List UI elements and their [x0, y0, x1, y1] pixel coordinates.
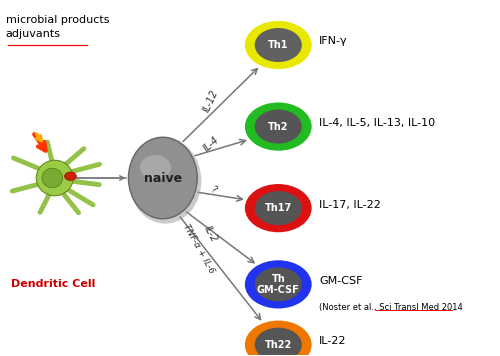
Circle shape: [254, 328, 302, 356]
Circle shape: [254, 191, 302, 225]
Text: IL-2: IL-2: [202, 224, 220, 244]
Circle shape: [254, 110, 302, 143]
Circle shape: [245, 21, 312, 69]
Ellipse shape: [129, 138, 202, 224]
Text: IL-22: IL-22: [319, 336, 346, 346]
Circle shape: [245, 320, 312, 356]
Circle shape: [245, 103, 312, 151]
Ellipse shape: [36, 160, 73, 196]
Text: IL-4, IL-5, IL-13, IL-10: IL-4, IL-5, IL-13, IL-10: [319, 118, 435, 128]
Text: IFN-γ: IFN-γ: [319, 36, 348, 47]
Circle shape: [254, 267, 302, 302]
Circle shape: [245, 260, 312, 309]
Text: Th1: Th1: [268, 40, 288, 50]
Ellipse shape: [140, 155, 171, 179]
Text: microbial products
adjuvants: microbial products adjuvants: [6, 15, 109, 39]
Text: IL-17, IL-22: IL-17, IL-22: [319, 200, 381, 210]
Text: Th17: Th17: [264, 203, 292, 213]
Text: Th22: Th22: [264, 340, 292, 350]
Text: TNF-α + IL-6: TNF-α + IL-6: [182, 222, 216, 274]
Text: (Noster et al., Sci Transl Med 2014: (Noster et al., Sci Transl Med 2014: [319, 303, 463, 312]
Text: IL-12: IL-12: [202, 88, 220, 114]
Circle shape: [254, 28, 302, 62]
Circle shape: [64, 172, 76, 180]
Ellipse shape: [42, 168, 62, 188]
Text: Dendritic Cell: Dendritic Cell: [10, 279, 95, 289]
Text: IL-4: IL-4: [202, 135, 221, 154]
Circle shape: [245, 184, 312, 232]
Text: ?: ?: [209, 185, 218, 196]
Ellipse shape: [128, 137, 197, 219]
Text: naive: naive: [144, 172, 182, 184]
Text: GM-CSF: GM-CSF: [319, 276, 362, 286]
Text: Th2: Th2: [268, 122, 288, 132]
Text: Th
GM-CSF: Th GM-CSF: [257, 274, 300, 295]
